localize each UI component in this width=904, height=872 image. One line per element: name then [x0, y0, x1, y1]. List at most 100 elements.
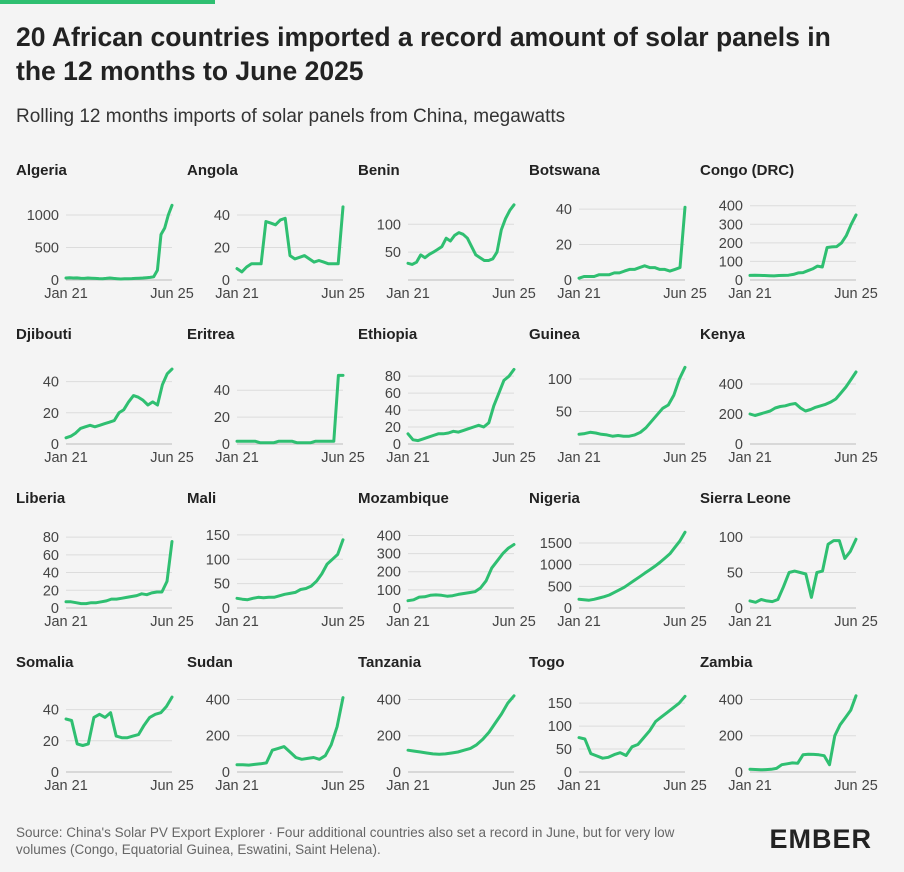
panel-algeria: Algeria 0 500 1000 Jan 21 Jun 25 — [16, 162, 194, 322]
y-tick-label: 200 — [719, 729, 743, 745]
y-tick-label: 0 — [735, 437, 743, 453]
panel-angola: Angola 0 20 40 Jan 21 Jun 25 — [187, 162, 365, 322]
y-tick-label: 20 — [214, 410, 230, 426]
x-tick-label-end: Jun 25 — [150, 450, 194, 466]
x-tick-label-end: Jun 25 — [150, 778, 194, 794]
series-line-benin — [406, 203, 516, 266]
series-line-mozambique — [406, 543, 516, 603]
x-tick-label-end: Jun 25 — [663, 286, 707, 302]
y-tick-label: 80 — [385, 369, 401, 385]
series-line-nigeria — [577, 530, 687, 602]
panel-zambia: Zambia 0 200 400 Jan 21 Jun 25 — [700, 654, 878, 814]
y-tick-label: 200 — [206, 729, 230, 745]
panel-title-botswana: Botswana — [529, 162, 600, 179]
y-tick-label: 500 — [35, 241, 59, 257]
x-tick-label-start: Jan 21 — [728, 286, 772, 302]
series-line-togo — [577, 694, 687, 760]
y-tick-label: 50 — [556, 742, 572, 758]
y-tick-label: 60 — [43, 548, 59, 564]
y-tick-label: 100 — [548, 719, 572, 735]
x-tick-label-end: Jun 25 — [321, 286, 365, 302]
panel-chart-zambia: 0 200 400 Jan 21 Jun 25 — [719, 692, 878, 794]
y-tick-label: 400 — [206, 692, 230, 708]
x-tick-label-end: Jun 25 — [321, 778, 365, 794]
x-tick-label-start: Jan 21 — [557, 286, 601, 302]
y-tick-label: 300 — [719, 217, 743, 233]
y-tick-label: 0 — [564, 273, 572, 289]
x-tick-label-start: Jan 21 — [44, 286, 88, 302]
x-tick-label-end: Jun 25 — [492, 286, 536, 302]
panel-title-djibouti: Djibouti — [16, 326, 72, 343]
y-tick-label: 20 — [43, 734, 59, 750]
panel-liberia: Liberia 0 20 40 60 80 Jan 21 Jun 25 — [16, 490, 194, 650]
x-tick-label-start: Jan 21 — [44, 450, 88, 466]
panel-title-eritrea: Eritrea — [187, 326, 235, 343]
series-line-djibouti — [64, 367, 174, 440]
panel-title-congo-drc: Congo (DRC) — [700, 162, 795, 179]
panel-botswana: Botswana 0 20 40 Jan 21 Jun 25 — [529, 162, 707, 322]
y-tick-label: 400 — [719, 199, 743, 215]
x-tick-label-end: Jun 25 — [150, 614, 194, 630]
series-line-algeria — [64, 203, 174, 281]
y-tick-label: 400 — [377, 692, 401, 708]
panel-chart-botswana: 0 20 40 Jan 21 Jun 25 — [556, 202, 707, 302]
series-line-tanzania — [406, 694, 516, 756]
panel-title-sudan: Sudan — [187, 654, 233, 671]
y-tick-label: 60 — [385, 386, 401, 402]
y-tick-label: 200 — [719, 236, 743, 252]
y-tick-label: 200 — [719, 407, 743, 423]
y-tick-label: 100 — [377, 583, 401, 599]
panel-sudan: Sudan 0 200 400 Jan 21 Jun 25 — [187, 654, 365, 814]
y-tick-label: 20 — [385, 420, 401, 436]
y-tick-label: 40 — [556, 202, 572, 218]
x-tick-label-end: Jun 25 — [321, 450, 365, 466]
panel-djibouti: Djibouti 0 20 40 Jan 21 Jun 25 — [16, 326, 194, 486]
series-line-botswana — [577, 205, 687, 280]
x-tick-label-start: Jan 21 — [215, 778, 259, 794]
panel-chart-togo: 0 50 100 150 Jan 21 Jun 25 — [548, 694, 707, 794]
panel-chart-somalia: 0 20 40 Jan 21 Jun 25 — [43, 695, 194, 794]
y-tick-label: 0 — [51, 765, 59, 781]
x-tick-label-end: Jun 25 — [663, 778, 707, 794]
panel-nigeria: Nigeria 0 500 1000 1500 Jan 21 Jun 25 — [529, 490, 707, 650]
panel-chart-sudan: 0 200 400 Jan 21 Jun 25 — [206, 692, 365, 794]
x-tick-label-start: Jan 21 — [215, 450, 259, 466]
x-tick-label-end: Jun 25 — [834, 778, 878, 794]
panel-title-mali: Mali — [187, 490, 217, 507]
y-tick-label: 0 — [222, 273, 230, 289]
panel-chart-kenya: 0 200 400 Jan 21 Jun 25 — [719, 370, 878, 466]
series-line-sudan — [235, 696, 345, 767]
series-line-zambia — [748, 694, 858, 772]
panel-chart-benin: 50 100 Jan 21 Jun 25 — [377, 203, 536, 302]
series-line-congo-drc — [748, 213, 858, 278]
panel-chart-mali: 0 50 100 150 Jan 21 Jun 25 — [206, 528, 365, 630]
panel-sierra-leone: Sierra Leone 0 50 100 Jan 21 Jun 25 — [700, 490, 878, 650]
panel-kenya: Kenya 0 200 400 Jan 21 Jun 25 — [700, 326, 878, 486]
y-tick-label: 100 — [719, 530, 743, 546]
y-tick-label: 150 — [206, 528, 230, 544]
ember-logo: EMBER — [769, 824, 872, 854]
x-tick-label-start: Jan 21 — [728, 778, 772, 794]
source-note: Source: China's Solar PV Export Explorer… — [16, 825, 675, 857]
x-tick-label-start: Jan 21 — [44, 778, 88, 794]
x-tick-label-start: Jan 21 — [44, 614, 88, 630]
panel-chart-djibouti: 0 20 40 Jan 21 Jun 25 — [43, 367, 194, 466]
x-tick-label-start: Jan 21 — [215, 286, 259, 302]
panel-benin: Benin 50 100 Jan 21 Jun 25 — [358, 162, 536, 322]
y-tick-label: 20 — [43, 583, 59, 599]
y-tick-label: 0 — [393, 601, 401, 617]
y-tick-label: 0 — [51, 601, 59, 617]
x-tick-label-start: Jan 21 — [215, 614, 259, 630]
y-tick-label: 100 — [377, 217, 401, 233]
y-tick-label: 20 — [43, 406, 59, 422]
x-tick-label-start: Jan 21 — [557, 614, 601, 630]
panel-title-togo: Togo — [529, 654, 565, 671]
x-tick-label-end: Jun 25 — [150, 286, 194, 302]
panel-title-guinea: Guinea — [529, 326, 580, 343]
panel-chart-guinea: 50 100 Jan 21 Jun 25 — [548, 365, 707, 466]
x-tick-label-end: Jun 25 — [663, 614, 707, 630]
x-tick-label-end: Jun 25 — [321, 614, 365, 630]
x-tick-label-start: Jan 21 — [557, 778, 601, 794]
